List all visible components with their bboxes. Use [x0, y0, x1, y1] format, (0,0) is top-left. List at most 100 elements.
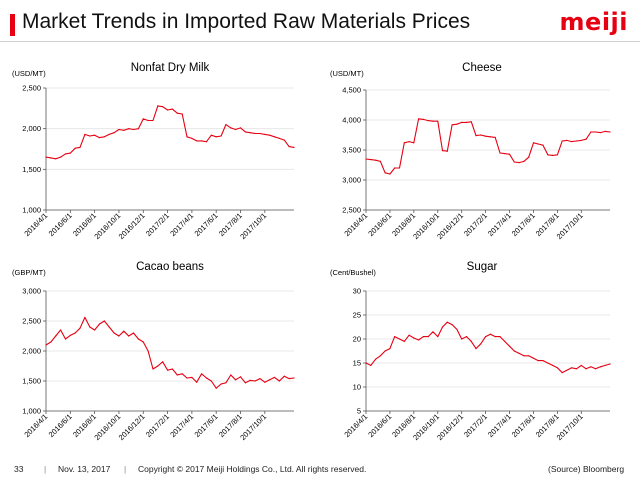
data-point: [191, 376, 193, 378]
data-point: [142, 118, 144, 120]
data-point: [585, 368, 587, 370]
x-tick-label: 2017/2/1: [144, 211, 171, 238]
data-point: [181, 113, 183, 115]
data-point: [398, 167, 401, 169]
x-tick-label: 2017/10/1: [555, 211, 585, 241]
data-point: [609, 131, 611, 133]
data-point: [293, 377, 295, 379]
y-axis-unit-label: (USD/MT): [330, 69, 364, 78]
header-divider: [0, 41, 640, 42]
data-point: [201, 140, 203, 142]
data-point: [528, 156, 530, 158]
data-point: [475, 348, 477, 350]
data-point: [147, 350, 149, 352]
data-point: [432, 331, 434, 333]
data-point: [264, 133, 266, 135]
data-point: [55, 158, 57, 160]
y-tick-label: 2,500: [342, 206, 361, 215]
data-point: [528, 355, 530, 357]
data-point: [489, 136, 491, 138]
x-tick-label: 2017/10/1: [555, 412, 585, 442]
chart-nonfat-dry-milk: Nonfat Dry Milk (USD/MT) 1,000 1,500 2,000 2,…: [12, 62, 295, 241]
y-tick-label: 4,000: [342, 116, 361, 125]
x-tick-label: 2016/12/1: [117, 412, 147, 442]
data-point: [508, 153, 511, 155]
data-point: [422, 118, 424, 120]
data-point: [470, 340, 472, 342]
data-point: [384, 350, 386, 352]
data-point: [244, 382, 246, 384]
data-point: [427, 336, 429, 338]
data-point: [84, 316, 86, 318]
data-point: [225, 382, 227, 384]
data-point: [186, 377, 188, 379]
data-point: [79, 327, 81, 329]
x-tick-label: 2016/4/1: [342, 211, 369, 238]
data-point: [142, 341, 144, 343]
data-point: [537, 360, 539, 362]
y-axis-unit-label: (Cent/Bushel): [330, 268, 376, 277]
y-tick-label: 10: [353, 383, 361, 392]
data-point: [413, 142, 415, 144]
chart-cacao-beans: Cacao beans (GBP/MT) 1,000 1,500 2,000 2,500 3…: [12, 261, 295, 442]
data-point: [504, 340, 506, 342]
footer-date: Nov. 13, 2017: [58, 464, 111, 474]
x-tick-label: 2017/6/1: [510, 211, 537, 238]
data-point: [210, 134, 212, 136]
data-point: [273, 136, 276, 138]
y-tick-label: 1,000: [22, 206, 41, 215]
data-point: [465, 121, 468, 123]
data-point: [489, 333, 491, 335]
data-point: [532, 357, 535, 359]
data-point: [64, 153, 67, 155]
footer: 33 | Nov. 13, 2017 | Copyright © 2017 Me…: [0, 460, 640, 478]
data-point: [152, 119, 154, 122]
data-point: [157, 365, 159, 367]
data-point: [370, 364, 372, 366]
data-point: [485, 135, 487, 137]
data-point: [171, 108, 173, 110]
data-point: [118, 128, 120, 131]
data-point: [103, 136, 105, 138]
data-point: [604, 130, 606, 132]
data-point: [45, 344, 47, 346]
data-point: [556, 367, 559, 369]
data-point: [259, 132, 261, 135]
data-point: [162, 106, 164, 108]
data-point: [205, 377, 208, 379]
series-line: [365, 321, 611, 374]
x-tick-label: 2017/2/1: [144, 412, 171, 439]
data-point: [201, 373, 203, 375]
data-point: [293, 146, 295, 148]
data-point: [537, 143, 539, 145]
data-point: [137, 128, 139, 130]
data-point: [561, 140, 563, 142]
data-point: [499, 152, 501, 154]
data-point: [518, 352, 520, 354]
data-point: [523, 355, 525, 357]
data-point: [259, 378, 261, 380]
data-point: [384, 172, 386, 174]
data-point: [365, 362, 367, 364]
data-point: [456, 123, 458, 125]
data-point: [94, 329, 96, 331]
data-point: [461, 338, 463, 340]
data-point: [225, 124, 227, 126]
chart-title: Cheese: [462, 62, 502, 74]
data-point: [408, 334, 410, 336]
y-axis-unit-label: (USD/MT): [12, 69, 46, 78]
data-point: [590, 131, 592, 133]
data-point: [113, 332, 115, 334]
data-point: [137, 338, 139, 340]
x-tick-label: 2016/4/1: [342, 412, 369, 439]
data-point: [118, 335, 120, 337]
y-tick-label: 25: [353, 311, 361, 320]
data-point: [504, 153, 506, 155]
data-point: [269, 379, 271, 381]
data-point: [132, 332, 135, 334]
x-tick-label: 2017/4/1: [486, 412, 513, 439]
data-point: [375, 358, 377, 360]
data-point: [167, 369, 169, 371]
page-title: Market Trends in Imported Raw Materials …: [22, 10, 471, 33]
data-point: [365, 158, 367, 160]
